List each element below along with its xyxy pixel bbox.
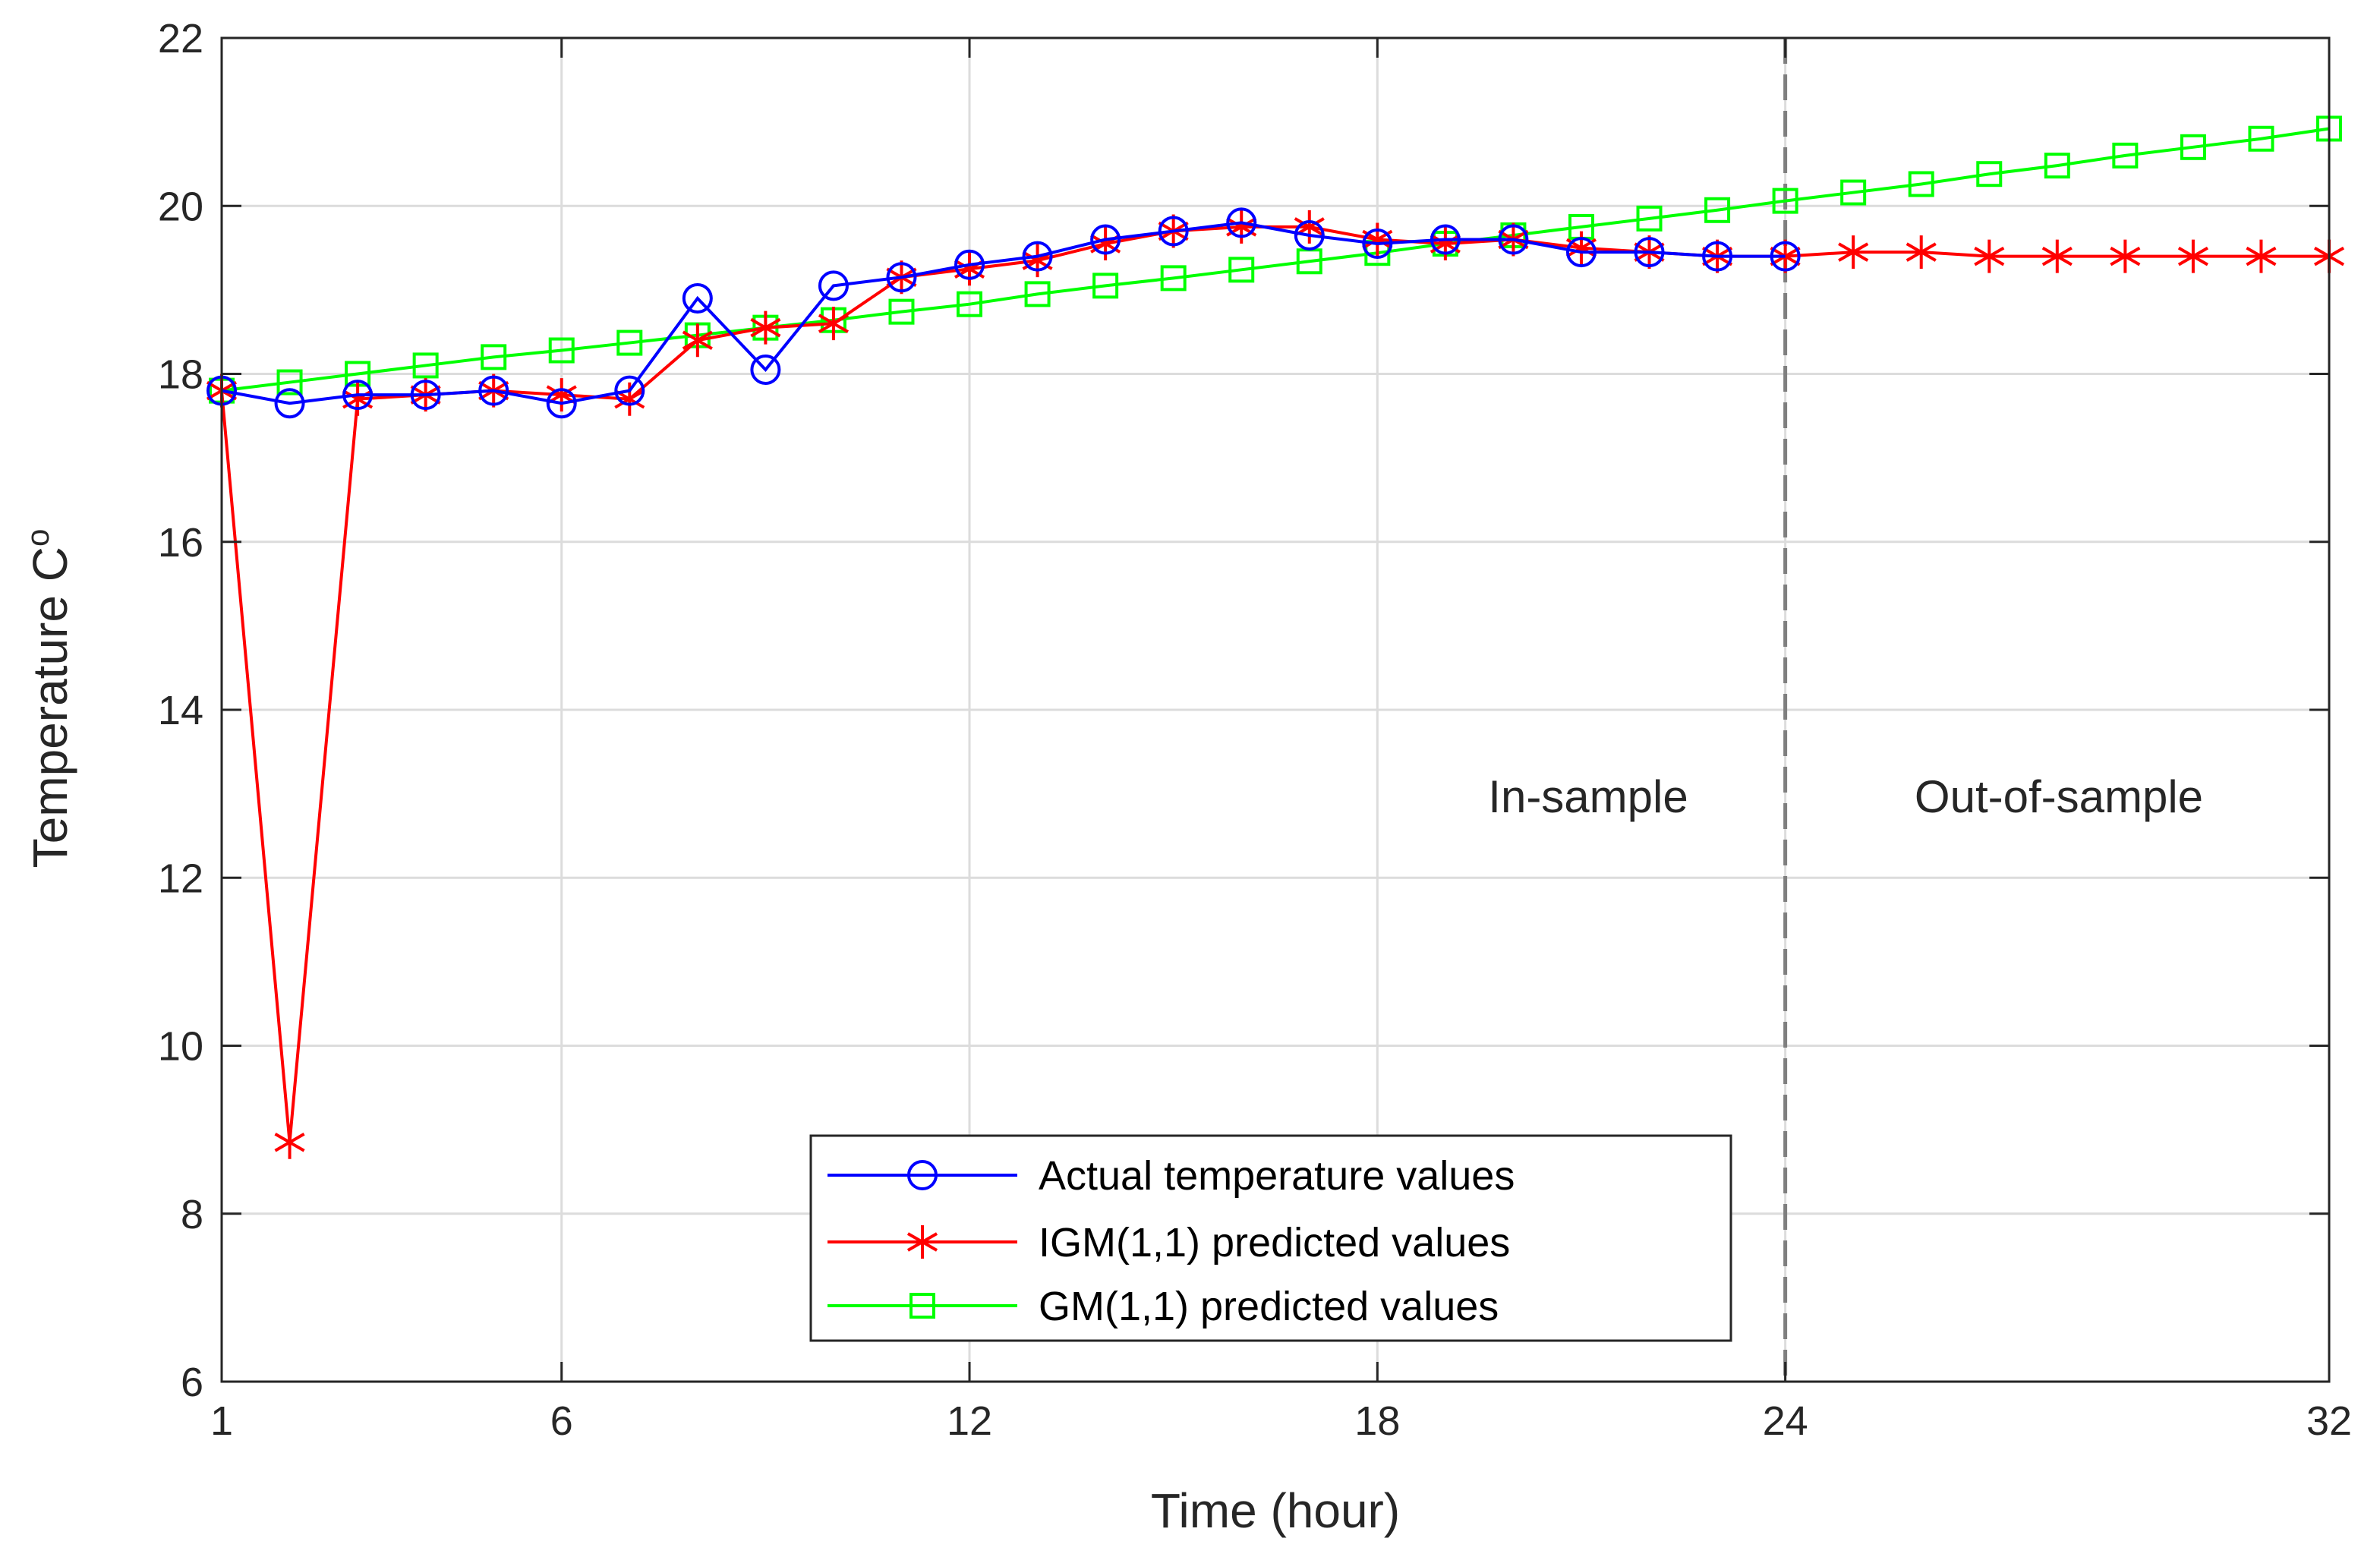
data-point-asterisk (906, 1225, 938, 1259)
legend-label: Actual temperature values (1039, 1153, 1515, 1199)
data-point-square (1772, 188, 1798, 214)
data-point-square (1160, 265, 1187, 292)
data-point-asterisk (2041, 239, 2073, 273)
y-axis-title: Temperature Co (20, 529, 77, 868)
legend-entry: GM(1,1) predicted values (827, 1284, 1499, 1329)
series-line (220, 225, 2329, 1143)
data-point-square (2044, 153, 2070, 179)
legend-label: GM(1,1) predicted values (1039, 1284, 1499, 1329)
data-point-square (1908, 171, 1934, 197)
y-axis-title-text: Temperature C (23, 547, 77, 868)
data-point-asterisk (818, 307, 849, 341)
y-tick-label: 8 (181, 1192, 203, 1237)
series-line (221, 127, 2330, 392)
data-point-asterisk (274, 1125, 305, 1159)
y-tick-label: 22 (158, 16, 203, 61)
data-point-square (2112, 142, 2139, 169)
data-point-circle (1430, 224, 1461, 255)
data-point-asterisk (682, 323, 713, 358)
data-point-circle (1362, 229, 1393, 260)
data-point-circle (1702, 241, 1733, 272)
data-point-square (1024, 281, 1051, 307)
data-point-circle (274, 388, 305, 419)
x-tick-label: 24 (1763, 1398, 1808, 1444)
y-tick-label: 20 (158, 184, 203, 229)
data-point-circle (478, 375, 509, 406)
data-point-circle (1294, 219, 1325, 251)
data-point-square (276, 369, 303, 396)
data-point-asterisk (1974, 239, 2005, 273)
data-point-circle (1090, 224, 1121, 255)
data-series (206, 115, 2345, 1159)
legend-entry: IGM(1,1) predicted values (827, 1220, 1510, 1265)
data-point-asterisk (2246, 239, 2277, 273)
data-point-circle (907, 1160, 938, 1190)
data-point-circle (1498, 224, 1529, 255)
series-circle (206, 207, 1801, 419)
y-tick-label: 10 (158, 1024, 203, 1070)
data-point-square (481, 344, 507, 370)
data-point-square (2180, 134, 2206, 160)
x-tick-label: 1 (210, 1398, 233, 1444)
data-point-square (957, 291, 983, 317)
in-sample-label: In-sample (1488, 771, 1688, 822)
y-tick-label: 12 (158, 856, 203, 901)
data-point-square (1840, 179, 1867, 206)
x-tick-label: 6 (550, 1398, 573, 1444)
legend: Actual temperature values IGM(1,1) predic… (809, 1134, 1732, 1342)
data-point-asterisk (2110, 239, 2141, 273)
data-point-square (548, 337, 575, 364)
data-point-square (1976, 161, 2003, 188)
legend-label: IGM(1,1) predicted values (1039, 1220, 1510, 1265)
data-point-square (1228, 257, 1255, 283)
y-tick-label: 14 (158, 688, 203, 733)
series-square (209, 115, 2342, 404)
x-tick-label: 32 (2306, 1398, 2352, 1444)
data-point-square (1092, 273, 1119, 299)
data-point-circle (1158, 216, 1189, 247)
data-point-circle (682, 282, 713, 314)
data-point-square (888, 298, 915, 325)
data-point-asterisk (1906, 235, 1937, 269)
data-point-circle (342, 380, 374, 411)
x-tick-label: 12 (947, 1398, 992, 1444)
data-point-square (616, 329, 643, 356)
data-point-circle (1565, 237, 1597, 268)
data-point-circle (546, 388, 577, 419)
data-point-circle (1770, 241, 1801, 272)
data-point-circle (818, 270, 849, 301)
data-point-square (2248, 125, 2274, 152)
y-axis-title-superscript: o (20, 529, 55, 547)
data-point-asterisk (2177, 239, 2208, 273)
data-point-circle (750, 354, 781, 385)
data-point-square (909, 1293, 935, 1319)
data-point-asterisk (1838, 235, 1869, 269)
x-tick-label: 18 (1354, 1398, 1400, 1444)
data-point-circle (1634, 237, 1665, 268)
y-tick-label: 18 (158, 352, 203, 398)
data-point-square (1636, 205, 1663, 232)
data-point-circle (1022, 241, 1053, 272)
y-tick-label: 6 (181, 1360, 203, 1405)
data-point-circle (954, 249, 985, 280)
data-point-circle (614, 375, 645, 406)
out-of-sample-label: Out-of-sample (1915, 771, 2203, 822)
data-point-circle (410, 380, 441, 411)
data-point-circle (1226, 207, 1257, 238)
y-tick-label: 16 (158, 520, 203, 566)
data-point-asterisk (750, 310, 781, 345)
legend-entry: Actual temperature values (827, 1153, 1515, 1199)
data-point-circle (886, 262, 917, 293)
x-axis-title: Time (hour) (1151, 1483, 1400, 1538)
data-point-square (412, 352, 439, 379)
data-point-square (1704, 197, 1731, 223)
series-line (221, 221, 1786, 405)
series-asterisk (206, 210, 2345, 1159)
